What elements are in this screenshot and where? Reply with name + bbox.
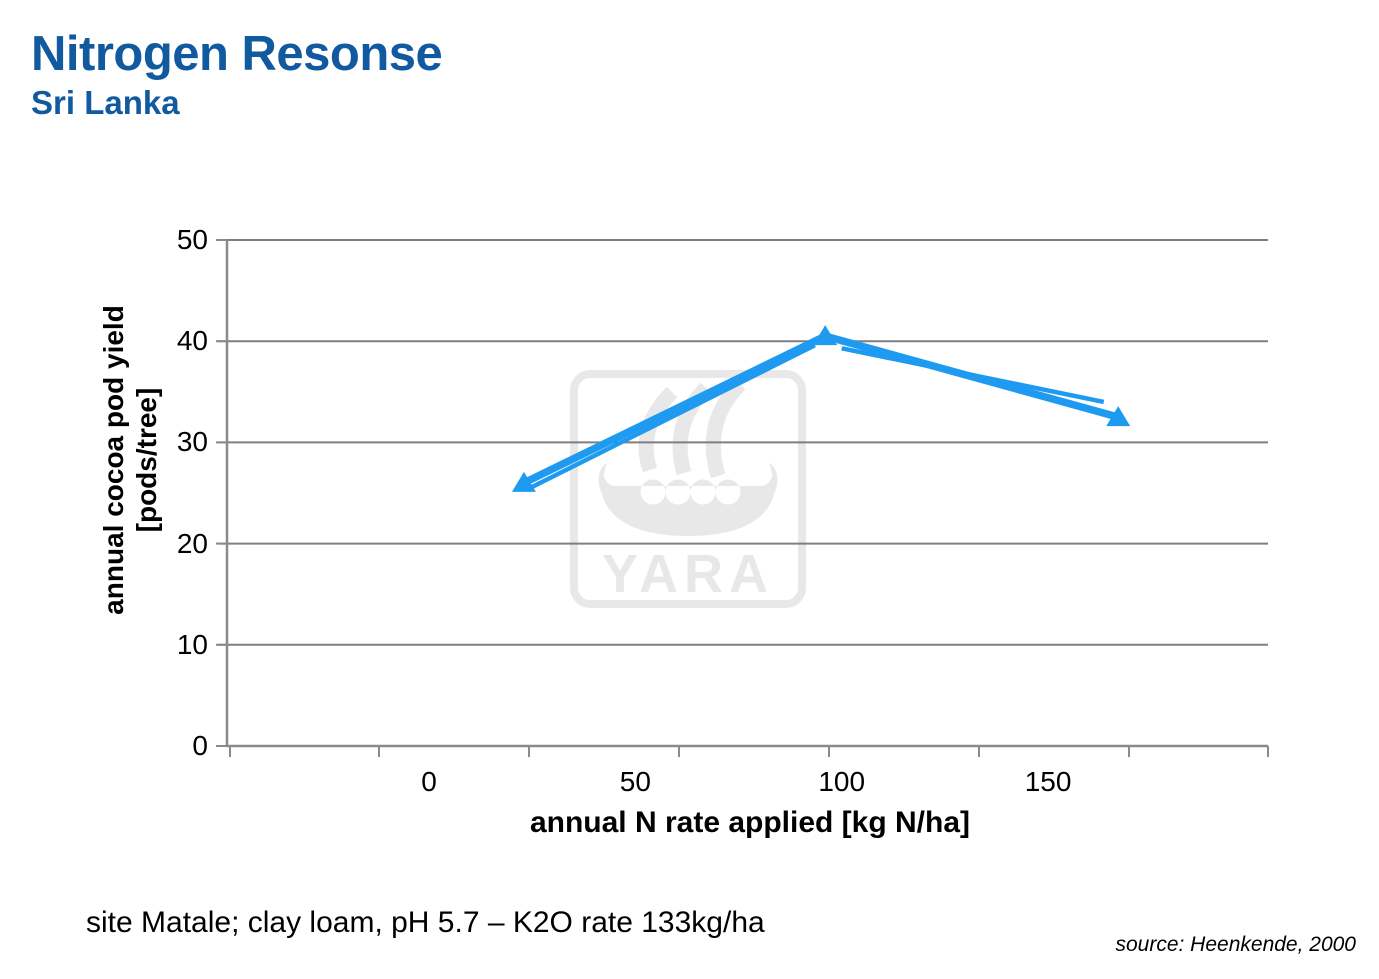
sail-stroke-icon bbox=[705, 378, 746, 479]
y-axis-title: annual cocoa pod yield [pods/tree] bbox=[97, 185, 163, 735]
y-axis-title-line2: [pods/tree] bbox=[131, 387, 162, 533]
viking-ship-icon: YARA bbox=[598, 378, 778, 600]
series-line bbox=[520, 332, 1122, 487]
volute-dot-icon bbox=[763, 470, 773, 480]
echo-line bbox=[524, 343, 816, 492]
series-marker bbox=[813, 325, 838, 346]
source-note: source: Heenkende, 2000 bbox=[1115, 933, 1356, 956]
y-axis-title-line1: annual cocoa pod yield bbox=[98, 305, 129, 615]
yara-watermark: YARA bbox=[570, 370, 806, 608]
hull-icon bbox=[598, 463, 778, 536]
series-marker bbox=[1106, 406, 1131, 427]
site-note: site Matale; clay loam, pH 5.7 – K2O rat… bbox=[86, 906, 765, 939]
volute-dot-icon bbox=[603, 470, 613, 480]
page-subtitle: Sri Lanka bbox=[31, 84, 180, 121]
watermark-text: YARA bbox=[602, 544, 774, 600]
page-title: Nitrogen Resonse bbox=[31, 27, 443, 81]
x-axis-title: annual N rate applied [kg N/ha] bbox=[529, 806, 971, 839]
series-marker bbox=[511, 471, 536, 492]
